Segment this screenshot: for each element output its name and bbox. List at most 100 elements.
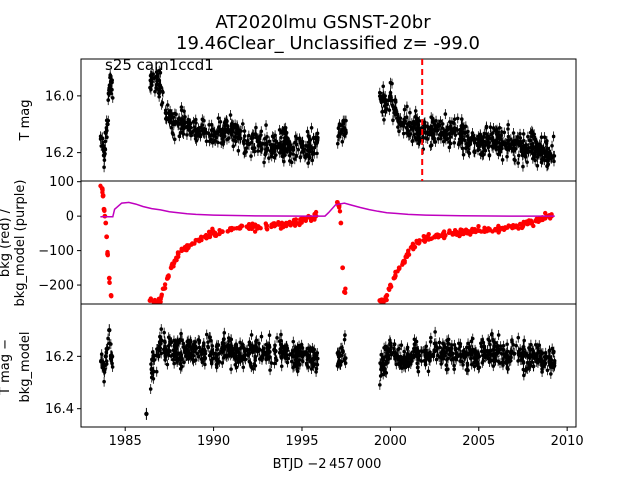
scatter-point — [401, 131, 406, 136]
scatter-point — [313, 362, 317, 366]
scatter-point — [277, 151, 282, 155]
scatter-point — [210, 348, 214, 353]
scatter-point — [465, 145, 469, 150]
scatter-point — [519, 147, 524, 151]
scatter-point — [479, 341, 483, 346]
scatter-point — [182, 109, 186, 113]
scatter-point — [512, 142, 517, 147]
scatter-point — [408, 132, 413, 136]
scatter-point — [531, 364, 536, 369]
scatter-point — [545, 139, 549, 143]
scatter-point — [282, 126, 287, 131]
scatter-point — [469, 356, 473, 361]
scatter-point — [452, 121, 456, 125]
scatter-point — [281, 144, 286, 149]
scatter-point — [517, 153, 521, 158]
scatter-point — [544, 354, 548, 358]
scatter-point — [172, 137, 177, 142]
data-point — [107, 327, 112, 333]
scatter-point — [497, 141, 501, 145]
scatter-point — [269, 361, 274, 365]
scatter-point — [496, 333, 501, 337]
residual-panel: 16.2 16.4 1985 1990 1995 2000 2005 2010 — [45, 303, 584, 449]
scatter-point — [438, 345, 442, 350]
scatter-point — [426, 125, 430, 130]
scatter-point — [226, 353, 231, 358]
scatter-point — [105, 249, 110, 255]
scatter-point — [395, 116, 400, 121]
scatter-point — [405, 352, 410, 356]
scatter-point — [535, 142, 540, 147]
scatter-point — [452, 117, 457, 121]
scatter-point — [272, 223, 277, 229]
scatter-point — [277, 339, 282, 344]
scatter-point — [506, 138, 510, 142]
scatter-point — [445, 357, 449, 362]
scatter-point — [244, 146, 249, 151]
scatter-point — [455, 116, 460, 121]
scatter-point — [422, 121, 426, 126]
scatter-point — [527, 138, 532, 143]
scatter-point — [148, 73, 153, 78]
scatter-point — [550, 346, 554, 351]
chart-title-line2: 19.46Clear_ Unclassified z= -99.0 — [176, 33, 480, 54]
scatter-point — [240, 342, 245, 347]
scatter-point — [228, 346, 232, 351]
scatter-point — [213, 139, 218, 143]
scatter-point — [486, 352, 490, 357]
scatter-point — [491, 352, 495, 356]
scatter-point — [379, 352, 384, 357]
scatter-point — [547, 348, 552, 353]
scatter-point — [259, 133, 263, 137]
scatter-point — [242, 129, 247, 133]
scatter-point — [263, 136, 267, 141]
scatter-point — [235, 135, 240, 140]
scatter-point — [536, 361, 540, 365]
scatter-point — [313, 209, 319, 215]
scatter-point — [439, 133, 444, 138]
scatter-point — [110, 96, 115, 100]
scatter-point — [505, 225, 510, 230]
scatter-point — [251, 224, 256, 229]
scatter-point — [443, 112, 448, 116]
scatter-point — [526, 134, 530, 139]
scatter-point — [254, 339, 258, 344]
scatter-point — [249, 154, 253, 158]
scatter-point — [173, 344, 178, 348]
scatter-point — [472, 139, 477, 144]
scatter-point — [180, 364, 184, 369]
scatter-point — [178, 131, 183, 135]
scatter-point — [209, 122, 214, 127]
scatter-point — [108, 75, 113, 80]
scatter-point — [265, 344, 270, 349]
scatter-point — [521, 361, 526, 365]
scatter-point — [528, 353, 532, 357]
scatter-point — [520, 358, 524, 362]
scatter-point — [444, 351, 448, 355]
scatter-point — [413, 114, 417, 119]
scatter-point — [392, 342, 397, 347]
scatter-point — [103, 147, 107, 151]
scatter-point — [232, 354, 237, 359]
scatter-point — [152, 76, 157, 81]
scatter-point — [540, 157, 544, 162]
scatter-point — [309, 125, 314, 130]
scatter-point — [411, 349, 416, 354]
scatter-point — [552, 159, 556, 164]
scatter-point — [102, 165, 106, 169]
scatter-point — [452, 141, 457, 145]
scatter-point — [291, 146, 295, 150]
scatter-point — [297, 136, 302, 141]
scatter-point — [251, 132, 256, 137]
scatter-point — [536, 219, 541, 224]
scatter-point — [483, 148, 488, 153]
scatter-point — [550, 143, 554, 148]
scatter-point — [196, 126, 201, 131]
scatter-point — [225, 137, 229, 142]
scatter-point — [264, 123, 268, 127]
scatter-point — [416, 349, 420, 354]
scatter-point — [257, 357, 262, 361]
scatter-point — [228, 129, 233, 134]
scatter-point — [241, 365, 246, 370]
scatter-point — [294, 359, 299, 363]
